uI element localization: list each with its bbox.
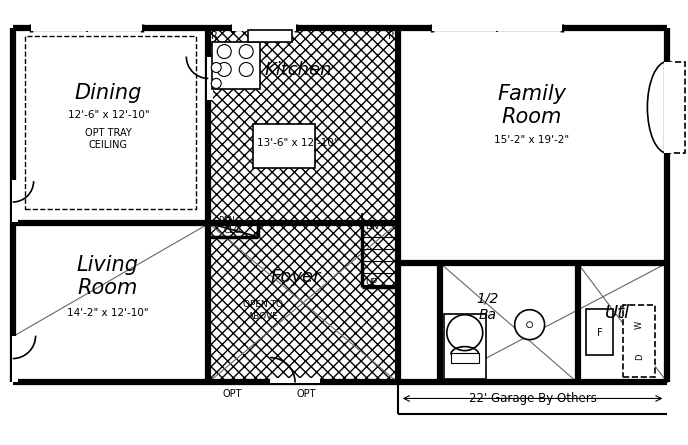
Bar <box>432 22 561 31</box>
Circle shape <box>211 62 222 73</box>
Text: Living
Room: Living Room <box>76 255 138 299</box>
Text: 15'-2" x 19'-2": 15'-2" x 19'-2" <box>494 135 569 145</box>
Bar <box>444 314 486 379</box>
Bar <box>665 61 674 153</box>
Bar <box>398 28 667 383</box>
Bar <box>444 314 486 379</box>
Bar <box>208 28 398 223</box>
Text: Kitchen: Kitchen <box>264 61 332 80</box>
Text: W: W <box>635 320 644 329</box>
Text: OPT: OPT <box>297 389 316 400</box>
Bar <box>577 263 667 383</box>
Text: Dining: Dining <box>75 83 142 103</box>
Bar <box>12 180 18 222</box>
Circle shape <box>217 44 231 58</box>
Bar <box>270 377 320 384</box>
Bar <box>12 28 208 223</box>
Text: OPT: OPT <box>222 389 242 400</box>
Text: 14'-2" x 12'-10": 14'-2" x 12'-10" <box>67 308 149 318</box>
Bar <box>585 309 614 355</box>
Bar <box>665 61 685 153</box>
Circle shape <box>447 315 483 351</box>
Text: Family
Room: Family Room <box>497 84 566 127</box>
Bar <box>253 124 315 168</box>
Text: DN: DN <box>365 222 378 231</box>
Circle shape <box>217 62 231 77</box>
Text: R: R <box>389 31 396 40</box>
Text: 22' Garage By Others: 22' Garage By Others <box>469 392 596 405</box>
Bar <box>233 22 296 31</box>
Bar <box>623 305 656 376</box>
Text: 12'-6" x 12'-10": 12'-6" x 12'-10" <box>67 110 149 120</box>
Text: CEILING: CEILING <box>89 140 128 150</box>
Text: CLO: CLO <box>224 227 241 235</box>
Bar <box>398 28 667 263</box>
Bar <box>25 36 196 209</box>
Text: Foyer: Foyer <box>271 268 321 286</box>
Text: R: R <box>211 31 217 40</box>
Bar <box>440 263 577 383</box>
Text: UP: UP <box>365 278 377 287</box>
Text: PAN: PAN <box>218 215 235 225</box>
Bar <box>213 41 260 89</box>
Text: F: F <box>596 328 602 338</box>
Bar <box>248 30 292 41</box>
Text: ABOVE: ABOVE <box>248 312 279 321</box>
Circle shape <box>239 44 253 58</box>
Circle shape <box>211 78 222 89</box>
Bar <box>12 336 18 381</box>
Bar <box>12 223 208 383</box>
Bar <box>451 352 479 363</box>
Bar <box>398 263 440 383</box>
Text: 13'-6" x 12'-10": 13'-6" x 12'-10" <box>257 138 339 148</box>
Bar <box>208 223 398 383</box>
Text: 1/2
Ba: 1/2 Ba <box>477 291 499 322</box>
Circle shape <box>515 310 545 340</box>
Text: OPT TRAY: OPT TRAY <box>85 128 132 138</box>
Text: Utl: Utl <box>605 304 630 322</box>
Bar <box>207 57 213 101</box>
Bar <box>31 22 142 31</box>
Text: OPEN TO: OPEN TO <box>243 300 283 309</box>
Circle shape <box>239 62 253 77</box>
Text: D: D <box>635 353 644 360</box>
Circle shape <box>526 322 533 328</box>
